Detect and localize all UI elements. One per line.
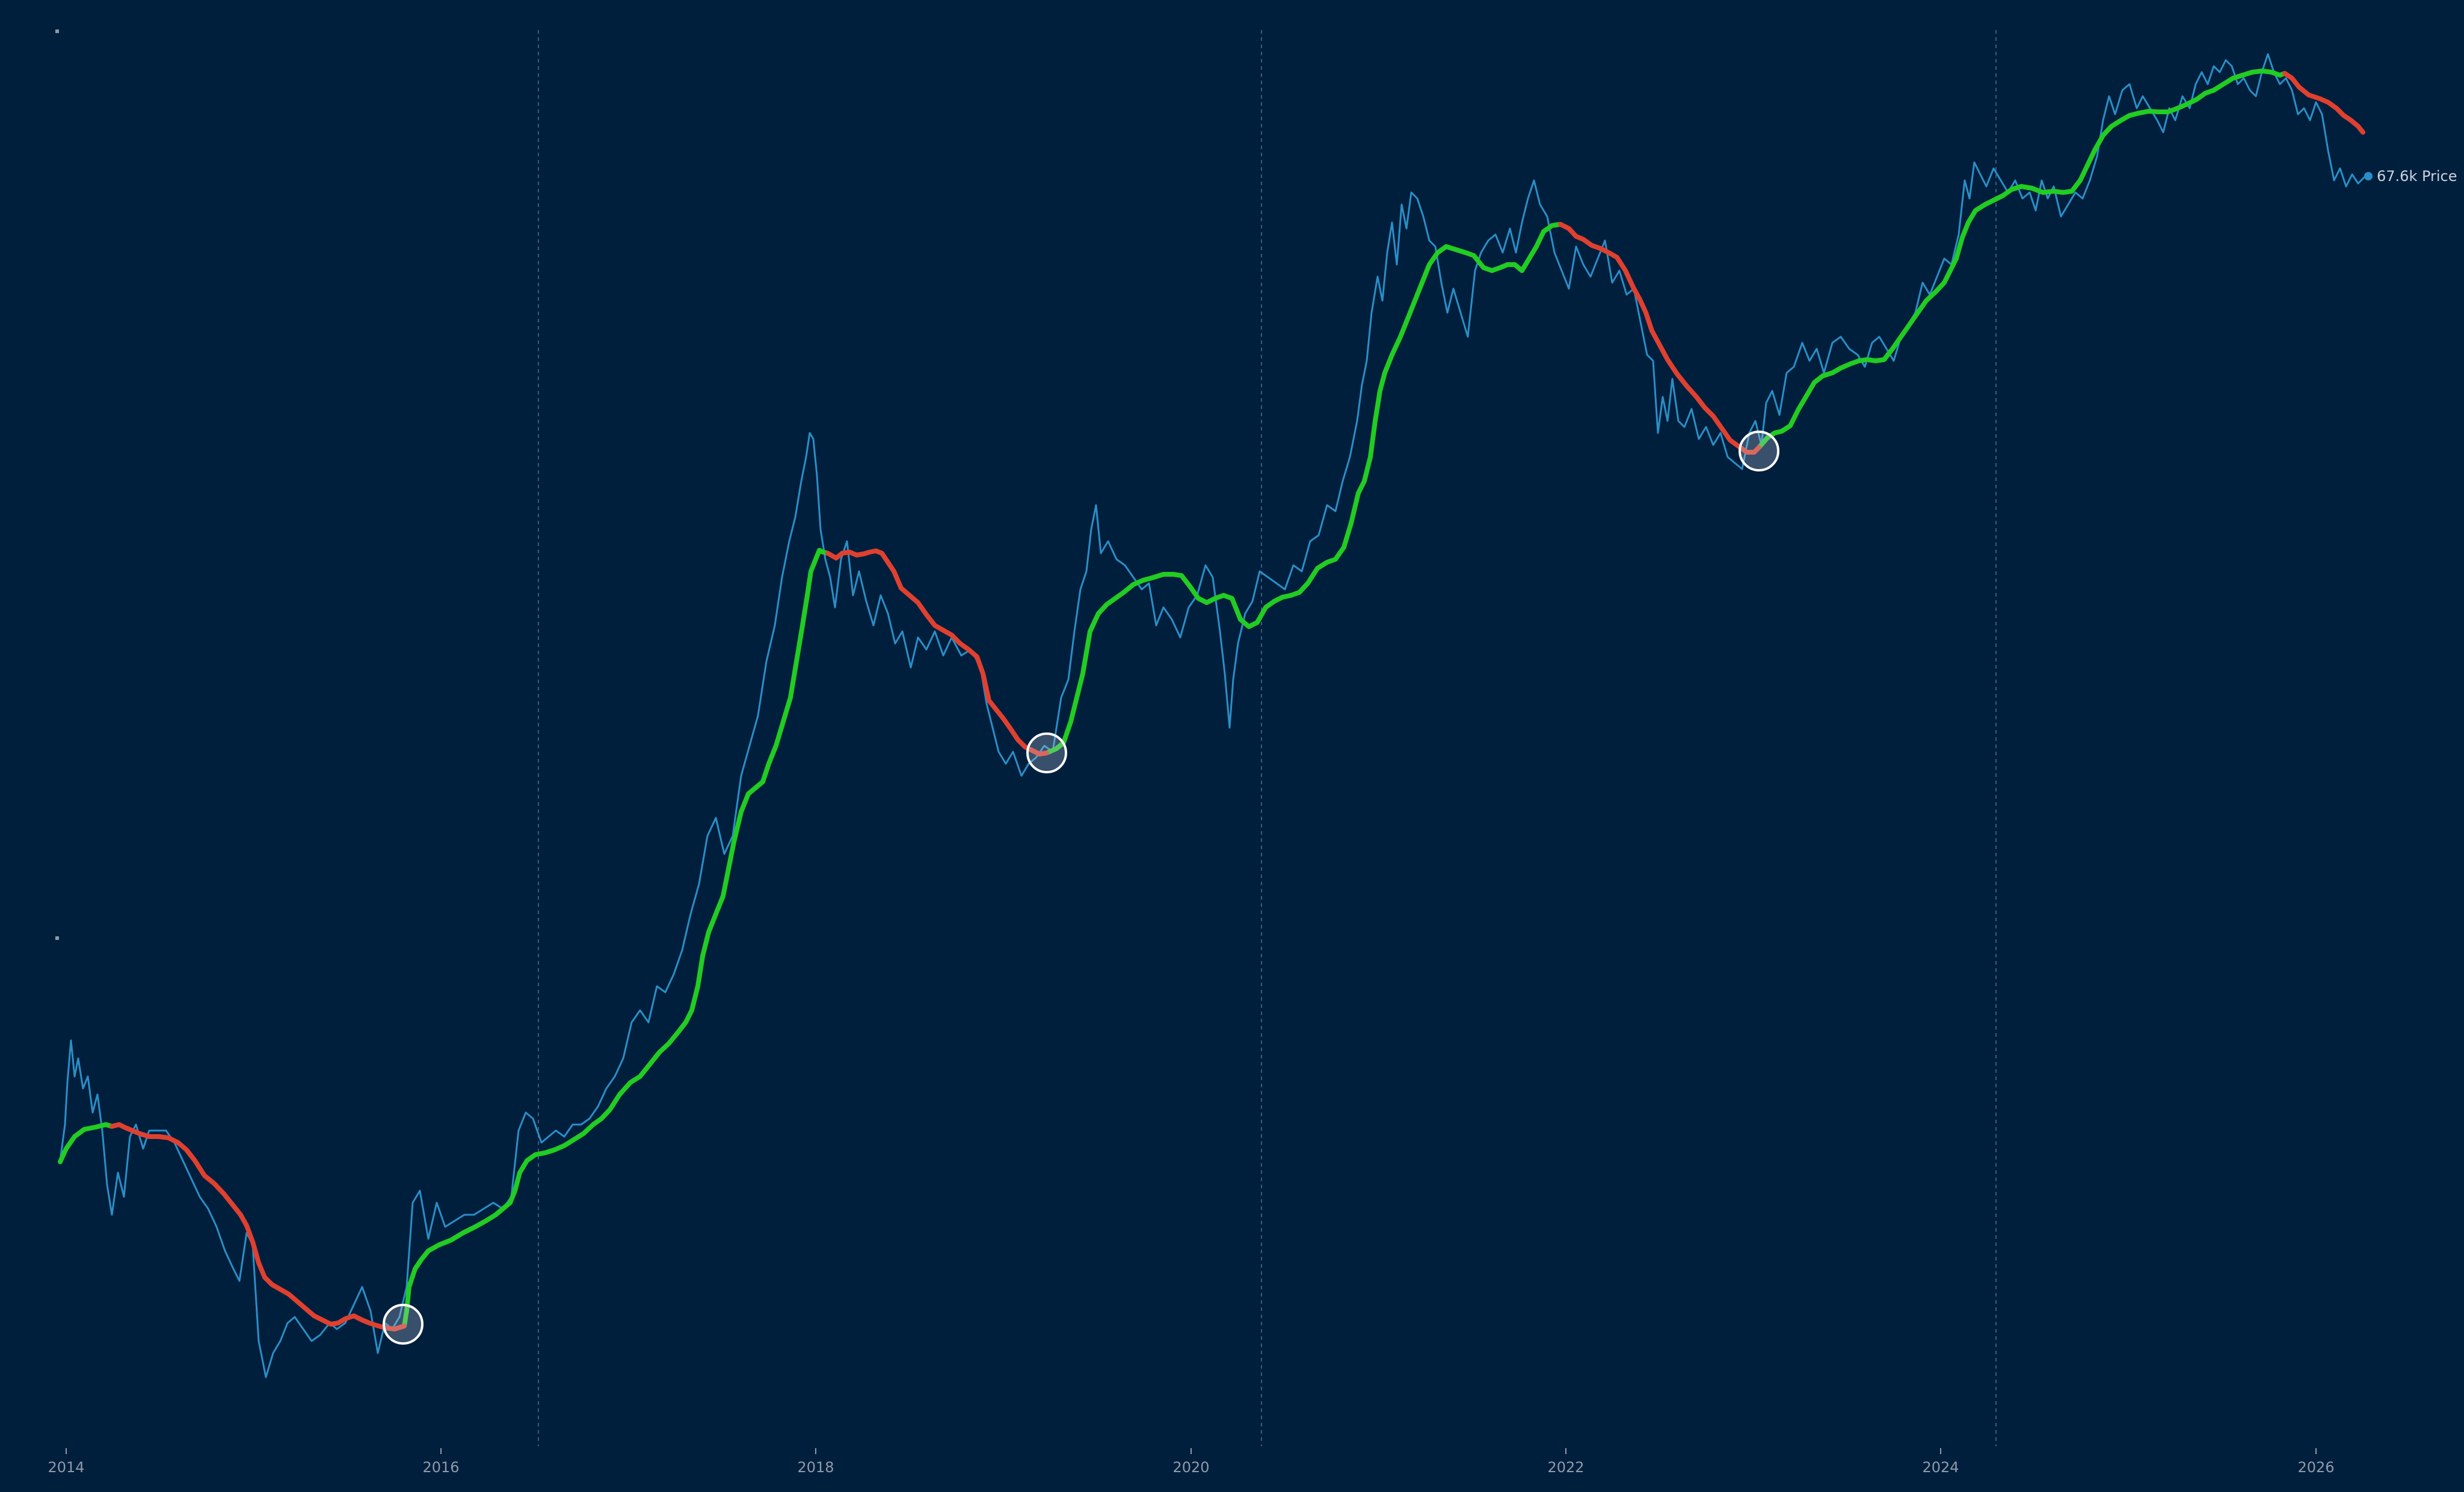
axis-mark [55,29,59,33]
x-tick-label: 2022 [1547,1459,1584,1476]
x-tick-label: 2020 [1172,1459,1209,1476]
x-tick-label: 2016 [422,1459,459,1476]
trend-down-line [2282,71,2365,135]
trend-up-line [1757,69,2287,450]
x-tick-label: 2026 [2297,1459,2334,1476]
trend-down-line [1558,222,1761,455]
end-price-label: 67.6k Price [2364,168,2457,185]
cycle-bottom-marker [1026,732,1067,773]
cycle-bottom-marker [383,1304,424,1345]
x-tick-label: 2024 [1922,1459,1959,1476]
end-price-text: 67.6k Price [2377,168,2457,185]
trend-up-line [1044,222,1563,755]
end-price-dot [2364,172,2373,180]
cycle-bottom-markers [383,431,1779,1345]
halving-lines [538,30,1997,1446]
x-tick-label: 2014 [48,1459,84,1476]
trend-series [58,69,2365,1331]
axis-mark [55,936,59,940]
trend-down-line [109,1122,407,1331]
trend-up-line [58,1122,114,1164]
trend-down-line [825,548,1049,757]
y-axis-marks [55,29,59,940]
cycle-bottom-marker [1739,431,1779,471]
trend-up-line [402,548,830,1328]
x-axis: 2014 2016 2018 2020 2022 2024 2026 [48,1448,2335,1476]
x-tick-label: 2018 [797,1459,834,1476]
